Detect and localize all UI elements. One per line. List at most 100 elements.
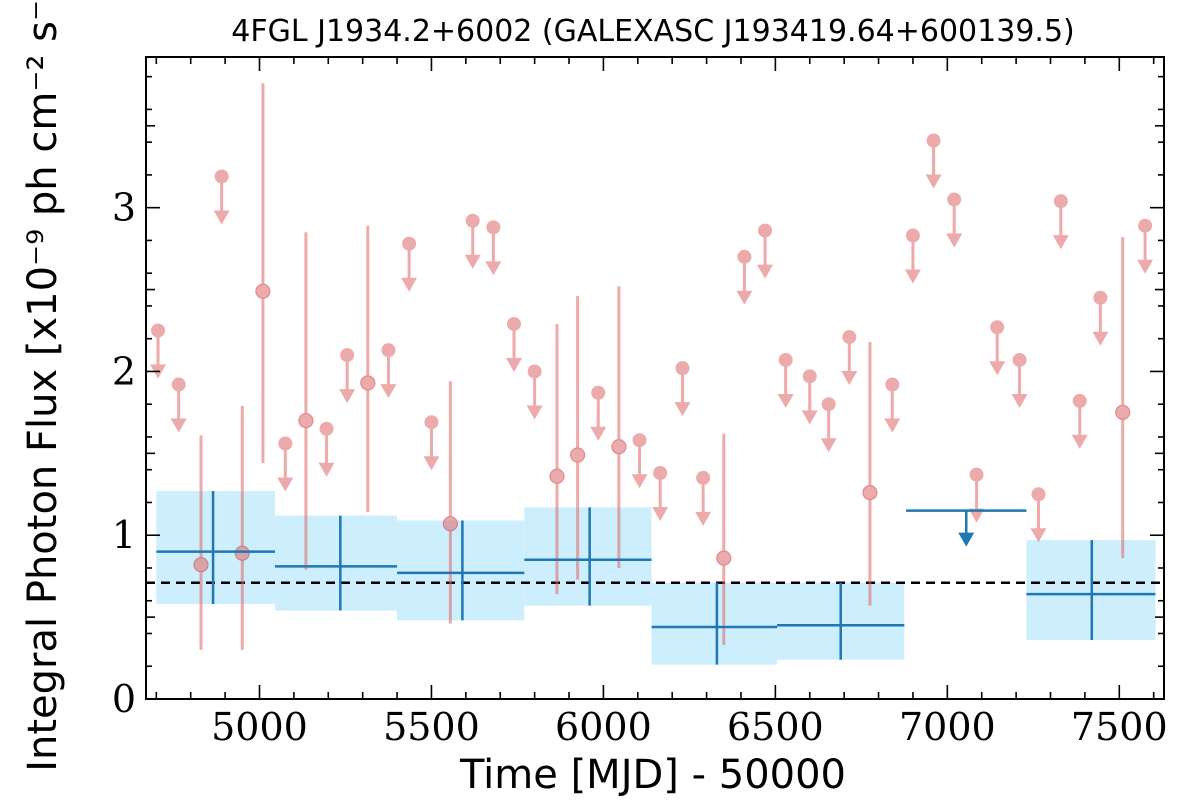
upper-limit-point-11 bbox=[505, 316, 522, 372]
upper-limit-marker bbox=[465, 213, 480, 228]
upper-limit-point-6 bbox=[380, 343, 397, 399]
upper-limit-arrowhead bbox=[590, 426, 607, 441]
upper-limit-point-14 bbox=[631, 433, 648, 489]
upper-limit-marker bbox=[506, 316, 521, 331]
upper-limit-marker bbox=[802, 369, 817, 384]
x-tick-label: 5500 bbox=[383, 705, 480, 749]
upper-limit-point-28 bbox=[968, 467, 985, 523]
upper-limit-marker bbox=[947, 192, 962, 207]
upper-limit-arrowhead bbox=[820, 438, 837, 453]
detection-marker bbox=[360, 375, 376, 391]
upper-limit-marker bbox=[885, 377, 900, 392]
upper-limit-arrowhead bbox=[801, 410, 818, 425]
upper-limit-marker bbox=[319, 421, 334, 436]
upper-limit-arrowhead bbox=[736, 290, 753, 305]
upper-limit-marker bbox=[340, 348, 355, 363]
detection-marker bbox=[549, 468, 565, 484]
upper-limit-arrowhead bbox=[339, 389, 356, 404]
upper-limit-arrowhead bbox=[631, 474, 648, 489]
upper-limit-point-34 bbox=[1092, 290, 1109, 346]
detection-marker bbox=[298, 412, 314, 429]
upper-limit-arrowhead bbox=[505, 357, 522, 372]
upper-limit-arrowhead bbox=[1137, 259, 1154, 274]
detection-point-9 bbox=[716, 433, 732, 645]
upper-limit-arrowhead bbox=[485, 261, 502, 276]
upper-limit-point-21 bbox=[801, 369, 818, 425]
coarse-upper-limit-0 bbox=[906, 509, 1027, 547]
upper-limit-point-8 bbox=[423, 415, 440, 471]
upper-limit-arrowhead bbox=[277, 477, 294, 492]
upper-limit-arrowhead bbox=[170, 418, 187, 433]
upper-limit-point-7 bbox=[401, 236, 418, 292]
upper-limit-marker bbox=[1138, 218, 1153, 233]
plot-frame bbox=[145, 56, 1165, 700]
coarse-bin-point-2 bbox=[397, 520, 525, 621]
upper-limit-marker bbox=[990, 320, 1005, 335]
upper-limit-point-33 bbox=[1071, 393, 1088, 449]
x-tick-label: 7500 bbox=[1071, 705, 1168, 749]
upper-limit-arrowhead bbox=[946, 233, 963, 248]
upper-limit-point-32 bbox=[1052, 194, 1069, 250]
plot-area bbox=[146, 83, 1164, 665]
upper-limit-point-18 bbox=[736, 249, 753, 305]
upper-limit-marker bbox=[1053, 194, 1068, 209]
upper-limit-marker bbox=[969, 467, 984, 482]
coarse-bin-band-2 bbox=[397, 520, 525, 621]
upper-limit-marker bbox=[675, 361, 690, 376]
coarse-bin-point-6 bbox=[1026, 540, 1156, 641]
upper-limit-arrowhead bbox=[841, 371, 858, 386]
upper-limit-point-22 bbox=[820, 397, 837, 453]
upper-limit-arrowhead bbox=[464, 254, 481, 269]
upper-limit-point-35 bbox=[1137, 218, 1154, 274]
upper-limit-marker bbox=[905, 228, 920, 243]
y-axis-label: Integral Photon Flux [x10⁻⁹ ph cm⁻² s⁻¹] bbox=[20, 0, 66, 772]
detection-marker bbox=[193, 557, 209, 573]
detection-point-2 bbox=[255, 83, 271, 464]
upper-limit-marker bbox=[151, 323, 166, 338]
upper-limit-marker bbox=[402, 236, 417, 251]
upper-limit-point-0 bbox=[150, 323, 167, 379]
coarse-bin-point-4 bbox=[651, 582, 778, 665]
detection-marker bbox=[234, 545, 250, 561]
y-tick-label: 3 bbox=[112, 186, 136, 230]
upper-limit-arrowhead bbox=[1030, 528, 1047, 543]
upper-limit-marker bbox=[696, 470, 711, 485]
coarse-bin-point-0 bbox=[156, 491, 275, 605]
upper-limit-point-16 bbox=[674, 361, 691, 417]
upper-limit-point-17 bbox=[695, 470, 712, 526]
upper-limit-arrowhead bbox=[989, 361, 1006, 376]
detection-point-6 bbox=[549, 323, 565, 595]
upper-limit-marker bbox=[758, 223, 773, 238]
coarse-bin-point-1 bbox=[274, 515, 398, 611]
upper-limit-point-15 bbox=[652, 465, 669, 521]
detection-point-3 bbox=[298, 232, 314, 570]
upper-limit-point-13 bbox=[590, 385, 607, 441]
detection-marker bbox=[862, 485, 878, 501]
upper-limit-point-2 bbox=[213, 169, 230, 225]
detection-marker bbox=[442, 516, 458, 532]
upper-limit-point-26 bbox=[925, 133, 942, 189]
upper-limit-arrowhead bbox=[380, 384, 397, 399]
upper-limit-arrowhead bbox=[884, 418, 901, 433]
upper-limit-point-31 bbox=[1030, 487, 1047, 543]
upper-limit-point-1 bbox=[170, 377, 187, 433]
upper-limit-arrowhead bbox=[757, 264, 774, 279]
upper-limit-marker bbox=[424, 415, 439, 430]
upper-limit-point-19 bbox=[757, 223, 774, 279]
detection-marker bbox=[255, 283, 271, 299]
coarse-bin-band-0 bbox=[156, 491, 275, 605]
detection-marker bbox=[570, 447, 586, 463]
detection-point-8 bbox=[611, 286, 627, 568]
detection-point-1 bbox=[234, 405, 250, 650]
upper-limit-point-12 bbox=[526, 364, 543, 420]
y-tick-label: 2 bbox=[112, 349, 136, 393]
upper-limit-marker bbox=[381, 343, 396, 358]
upper-limit-arrowhead bbox=[1071, 434, 1088, 449]
upper-limit-marker bbox=[591, 385, 606, 400]
upper-limit-arrowhead bbox=[904, 269, 921, 284]
upper-limit-marker bbox=[926, 133, 941, 148]
x-axis-label: Time [MJD] - 50000 bbox=[459, 752, 846, 798]
upper-limit-marker bbox=[778, 352, 793, 367]
upper-limit-marker bbox=[278, 436, 293, 451]
upper-limit-point-4 bbox=[318, 421, 335, 477]
